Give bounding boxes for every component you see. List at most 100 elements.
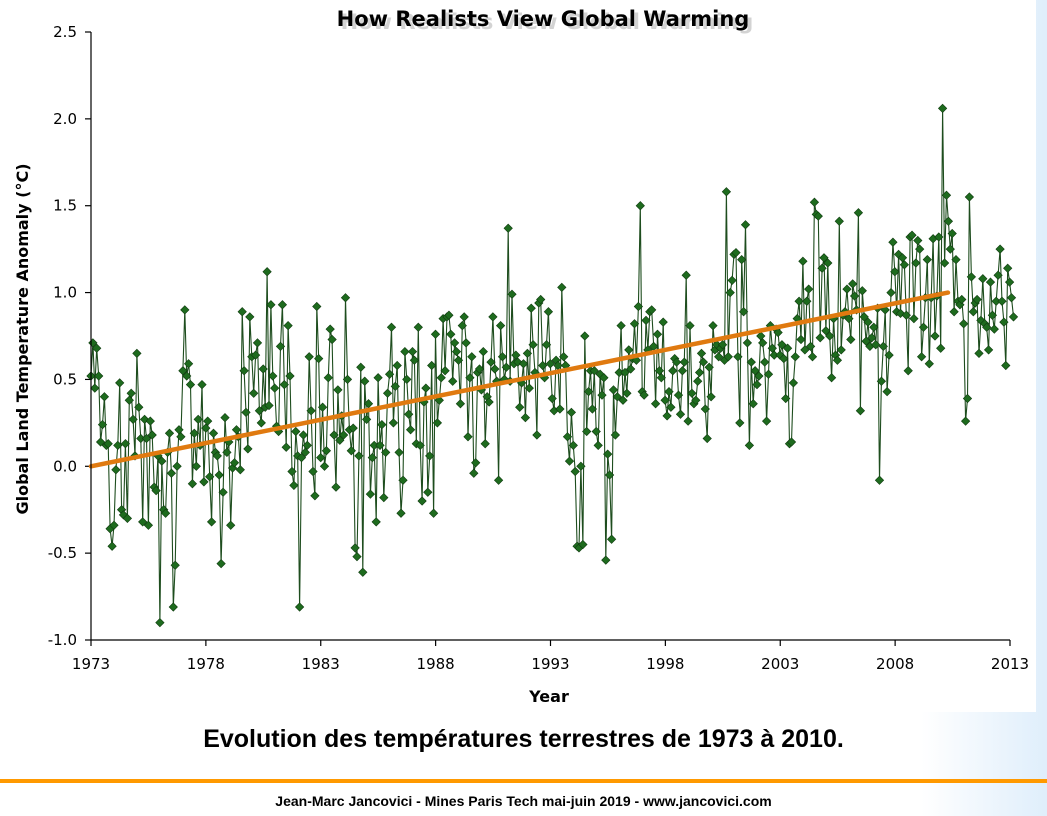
data-point-marker — [754, 371, 764, 381]
data-point-marker — [275, 341, 286, 352]
data-point-marker — [893, 249, 904, 260]
data-point-marker — [262, 267, 272, 277]
data-point-marker — [495, 320, 506, 331]
data-point-marker — [702, 433, 712, 444]
data-point-marker — [656, 373, 666, 383]
data-point-marker — [250, 350, 261, 360]
data-point-marker — [915, 244, 925, 254]
data-point-marker — [635, 201, 645, 211]
data-point-marker — [220, 412, 230, 423]
data-point-marker — [582, 426, 592, 437]
data-point-marker — [518, 359, 529, 369]
data-point-marker — [361, 414, 372, 425]
data-point-marker — [478, 346, 488, 357]
data-point-marker — [985, 277, 996, 287]
data-point-marker — [886, 287, 896, 298]
data-point-marker — [897, 253, 908, 263]
data-point-marker — [698, 357, 709, 367]
data-point-marker — [748, 399, 758, 409]
data-point-marker — [794, 296, 804, 306]
data-point-marker — [761, 416, 772, 426]
data-point-marker — [302, 440, 312, 451]
data-point-marker — [616, 320, 626, 331]
data-point-marker — [92, 343, 102, 353]
data-point-marker — [668, 366, 678, 376]
x-tick-label: 2008 — [876, 655, 914, 673]
data-point-marker — [249, 388, 259, 398]
data-point-marker — [444, 310, 454, 320]
data-point-marker — [480, 439, 490, 449]
data-point-marker — [930, 331, 940, 341]
data-point-marker — [746, 357, 756, 367]
data-point-marker — [252, 338, 263, 348]
data-point-marker — [819, 253, 829, 263]
data-point-marker — [744, 440, 755, 451]
data-point-marker — [440, 366, 450, 376]
data-point-marker — [474, 364, 485, 374]
data-point-marker — [978, 274, 988, 284]
y-tick-label: 2.0 — [53, 110, 77, 128]
data-point-marker — [545, 359, 555, 369]
data-point-marker — [375, 440, 385, 451]
data-point-marker — [254, 406, 265, 416]
data-point-marker — [825, 331, 835, 341]
data-point-marker — [578, 539, 588, 550]
data-point-marker — [652, 329, 663, 339]
data-point-marker — [115, 378, 125, 388]
data-point-marker — [365, 489, 376, 499]
data-point-marker — [624, 345, 634, 355]
data-point-marker — [903, 366, 913, 376]
data-point-marker — [620, 367, 630, 378]
data-point-marker — [304, 352, 314, 362]
data-point-marker — [342, 374, 353, 385]
data-point-marker — [564, 456, 575, 466]
data-point-marker — [449, 338, 460, 348]
data-point-marker — [145, 416, 155, 426]
data-point-marker — [957, 294, 967, 305]
data-point-marker — [700, 404, 710, 414]
data-point-marker — [591, 426, 601, 437]
data-point-marker — [285, 371, 295, 381]
data-point-marker — [486, 357, 496, 367]
data-point-marker — [465, 373, 475, 383]
data-point-marker — [612, 392, 622, 402]
data-point-marker — [515, 402, 525, 412]
data-point-marker — [763, 369, 774, 379]
data-point-marker — [760, 357, 770, 367]
data-point-marker — [451, 346, 462, 357]
x-tick-label: 1978 — [187, 655, 225, 673]
data-point-marker — [972, 294, 982, 305]
trend-line — [88, 290, 951, 469]
data-point-marker — [867, 333, 877, 343]
data-point-marker — [455, 399, 466, 409]
data-point-marker — [407, 346, 418, 357]
data-point-marker — [174, 425, 184, 435]
data-point-marker — [404, 409, 414, 419]
data-point-marker — [111, 465, 121, 475]
data-point-marker — [962, 393, 973, 404]
data-point-marker — [664, 386, 674, 397]
data-point-marker — [997, 296, 1007, 306]
chart: How Realists View Global Warming How Rea… — [13, 7, 1029, 706]
data-point-marker — [947, 228, 957, 239]
data-point-marker — [197, 379, 207, 390]
data-point-marker — [314, 353, 324, 364]
data-point-marker — [281, 442, 291, 452]
data-point-marker — [113, 440, 123, 451]
data-point-marker — [559, 352, 569, 362]
data-point-marker — [373, 373, 383, 383]
data-point-marker — [802, 296, 812, 306]
data-point-marker — [226, 520, 236, 530]
data-point-marker — [1004, 277, 1015, 287]
data-point-marker — [974, 348, 984, 359]
data-point-marker — [849, 291, 860, 301]
y-axis-title: Global Land Temperature Anomaly (°C) — [13, 163, 32, 514]
data-point-marker — [340, 293, 351, 303]
x-tick-label: 1973 — [72, 655, 110, 673]
data-point-marker — [298, 430, 309, 440]
data-point-marker — [650, 399, 661, 409]
data-point-marker — [103, 439, 113, 449]
data-point-marker — [786, 437, 797, 447]
data-point-marker — [704, 362, 714, 372]
data-point-marker — [409, 355, 420, 365]
